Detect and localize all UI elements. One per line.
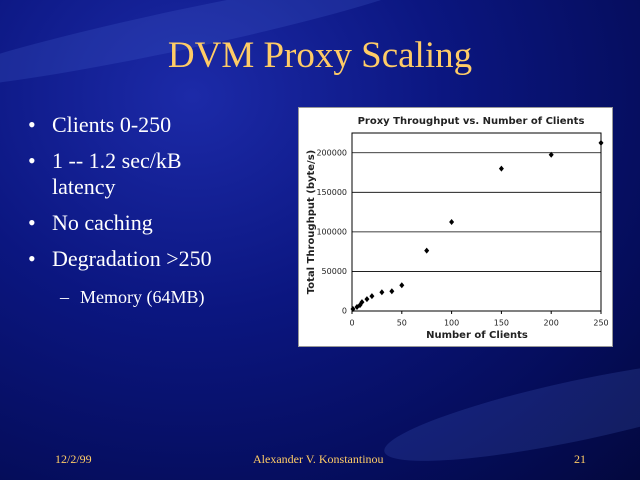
data-point	[424, 247, 430, 254]
data-point	[498, 165, 504, 172]
bullet: Clients 0-250	[28, 112, 248, 138]
chart-title: Proxy Throughput vs. Number of Clients	[358, 116, 585, 127]
x-tick-label: 50	[397, 319, 407, 328]
data-point	[354, 304, 360, 311]
footer-page: 21	[574, 452, 586, 466]
y-tick-label: 0	[342, 307, 347, 316]
y-tick-label: 150000	[316, 188, 347, 197]
y-tick-label: 100000	[316, 227, 347, 236]
bullet-list: Clients 0-250 1 -- 1.2 sec/kB latency No…	[28, 112, 248, 282]
data-point	[379, 289, 385, 296]
data-point	[399, 282, 405, 289]
decoration	[378, 339, 640, 480]
x-tick-label: 150	[494, 319, 509, 328]
bullet: Degradation >250	[28, 246, 248, 272]
sub-bullet: Memory (64MB)	[60, 287, 205, 308]
y-tick-label: 50000	[322, 267, 347, 276]
chart: Proxy Throughput vs. Number of Clients N…	[306, 116, 609, 341]
data-point	[369, 293, 375, 300]
chart-frame: Proxy Throughput vs. Number of Clients N…	[299, 108, 612, 346]
data-point	[389, 288, 395, 295]
x-axis-label: Number of Clients	[426, 330, 528, 341]
x-tick-label: 200	[544, 319, 559, 328]
data-point	[449, 219, 455, 225]
data-point	[598, 139, 604, 146]
data-point	[350, 306, 356, 313]
y-axis-label: Total Throughput (byte/s)	[306, 150, 317, 294]
y-tick-label: 200000	[316, 148, 347, 157]
footer-date: 12/2/99	[55, 452, 92, 466]
data-point	[548, 151, 554, 158]
data-point	[359, 299, 365, 306]
bullet: No caching	[28, 210, 248, 236]
x-tick-label: 100	[444, 319, 459, 328]
data-point	[364, 296, 370, 303]
plot-area	[351, 132, 602, 312]
bullet: 1 -- 1.2 sec/kB latency	[28, 148, 248, 200]
footer-author: Alexander V. Konstantinou	[253, 452, 384, 466]
x-tick-label: 0	[349, 319, 354, 328]
x-tick-label: 250	[593, 319, 608, 328]
slide-title: DVM Proxy Scaling	[167, 35, 473, 76]
sub-bullet-list: Memory (64MB)	[60, 287, 205, 308]
data-point	[357, 302, 363, 309]
